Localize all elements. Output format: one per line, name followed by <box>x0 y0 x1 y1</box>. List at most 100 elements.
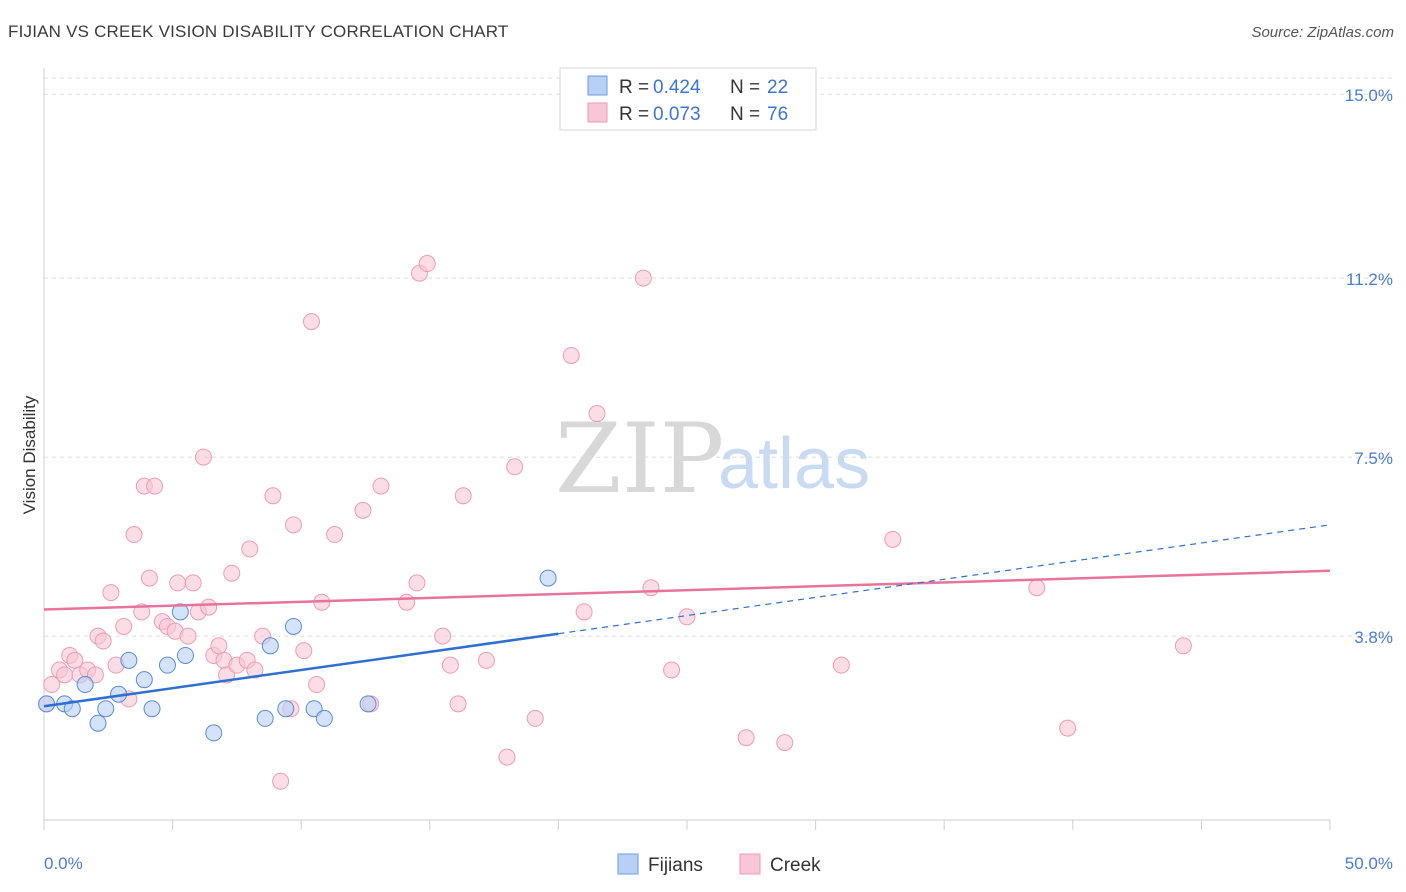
creek-point <box>832 656 850 674</box>
fijians-point <box>539 569 557 587</box>
creek-point <box>194 448 212 466</box>
creek-point <box>663 661 681 679</box>
creek-point <box>284 516 302 534</box>
y-axis-title: Vision Disability <box>20 395 39 514</box>
fijians-point <box>261 637 279 655</box>
fijians-point <box>97 700 115 718</box>
creek-point <box>125 526 143 544</box>
creek-point <box>1174 637 1192 655</box>
fijians-point <box>158 656 176 674</box>
fijians-point <box>63 700 81 718</box>
creek-point <box>575 603 593 621</box>
creek-point <box>1028 579 1046 597</box>
creek-point <box>498 748 516 766</box>
creek-point <box>272 772 290 790</box>
y-tick-labels: 3.8% 7.5% 11.2% 15.0% <box>1345 86 1393 647</box>
creek-point <box>776 734 794 752</box>
fijians-point <box>143 700 161 718</box>
creek-point <box>408 574 426 592</box>
bottom-legend-fijians: Fijians <box>648 855 703 876</box>
legend-n-label-1: N = <box>730 77 760 98</box>
creek-point <box>526 709 544 727</box>
bottom-legend-swatch-creek <box>739 853 761 875</box>
creek-point <box>56 666 74 684</box>
fijians-trendline-extension <box>558 524 1331 635</box>
fijians-point <box>284 617 302 635</box>
creek-point <box>308 676 326 694</box>
creek-point <box>562 346 580 364</box>
watermark: ZIP atlas <box>555 403 870 515</box>
creek-point <box>588 405 606 423</box>
watermark-atlas: atlas <box>718 424 870 504</box>
creek-point <box>454 487 472 505</box>
creek-point <box>634 269 652 287</box>
creek-point <box>1059 719 1077 737</box>
creek-point <box>295 642 313 660</box>
legend-n-value-2: 76 <box>767 104 788 125</box>
fijians-trendline <box>43 632 559 708</box>
legend-n-value-1: 22 <box>767 77 788 98</box>
bottom-legend-swatch-fijians <box>617 853 639 875</box>
fijians-series <box>38 569 557 742</box>
fijians-point <box>120 651 138 669</box>
creek-point <box>506 458 524 476</box>
creek-point <box>241 540 259 558</box>
fijians-point <box>171 603 189 621</box>
fijians-point <box>76 676 94 694</box>
x-tick-labels: 0.0% 50.0% <box>44 854 1393 873</box>
fijians-point <box>205 724 223 742</box>
legend-r-value-1: 0.424 <box>653 77 701 98</box>
creek-point <box>140 569 158 587</box>
y-tick-label: 3.8% <box>1354 628 1393 647</box>
creek-point <box>223 564 241 582</box>
creek-point <box>372 477 390 495</box>
creek-point <box>642 579 660 597</box>
fijians-point <box>38 695 56 713</box>
y-tick-label: 11.2% <box>1346 270 1393 289</box>
y-tick-label: 7.5% <box>1354 449 1393 468</box>
creek-point <box>884 530 902 548</box>
creek-point <box>184 574 202 592</box>
creek-point <box>737 729 755 747</box>
legend-r-value-2: 0.073 <box>653 104 701 125</box>
bottom-legend: Fijians Creek <box>617 853 821 876</box>
creek-point <box>326 526 344 544</box>
fijians-point <box>89 714 107 732</box>
fijians-point <box>315 709 333 727</box>
trendlines <box>43 524 1331 708</box>
creek-point <box>354 501 372 519</box>
creek-point <box>146 477 164 495</box>
creek-point <box>102 584 120 602</box>
creek-point <box>398 593 416 611</box>
watermark-zip: ZIP <box>555 403 724 515</box>
y-tick-label: 15.0% <box>1345 86 1393 105</box>
creek-series <box>38 255 1192 790</box>
legend-r-label-2: R = <box>619 104 649 125</box>
legend-box: R = 0.424 N = 22 R = 0.073 N = 76 <box>559 67 817 131</box>
fijians-point <box>176 646 194 664</box>
legend-n-label-2: N = <box>730 104 760 125</box>
creek-point <box>115 617 133 635</box>
creek-point <box>302 313 320 331</box>
fijians-point <box>135 671 153 689</box>
creek-point <box>94 632 112 650</box>
creek-point <box>169 574 187 592</box>
legend-r-label-1: R = <box>619 77 649 98</box>
creek-point <box>441 656 459 674</box>
x-tick-label: 0.0% <box>44 854 83 873</box>
fijians-point <box>277 700 295 718</box>
creek-point <box>418 255 436 273</box>
creek-point <box>43 676 61 694</box>
fijians-point <box>359 695 377 713</box>
axes <box>43 68 1331 830</box>
creek-point <box>179 627 197 645</box>
creek-point <box>246 661 264 679</box>
legend-swatch-fijians <box>587 75 608 96</box>
legend-swatch-creek <box>587 102 608 123</box>
creek-trendline <box>43 569 1331 611</box>
creek-point <box>449 695 467 713</box>
creek-point <box>200 598 218 616</box>
creek-point <box>210 637 228 655</box>
creek-point <box>477 651 495 669</box>
